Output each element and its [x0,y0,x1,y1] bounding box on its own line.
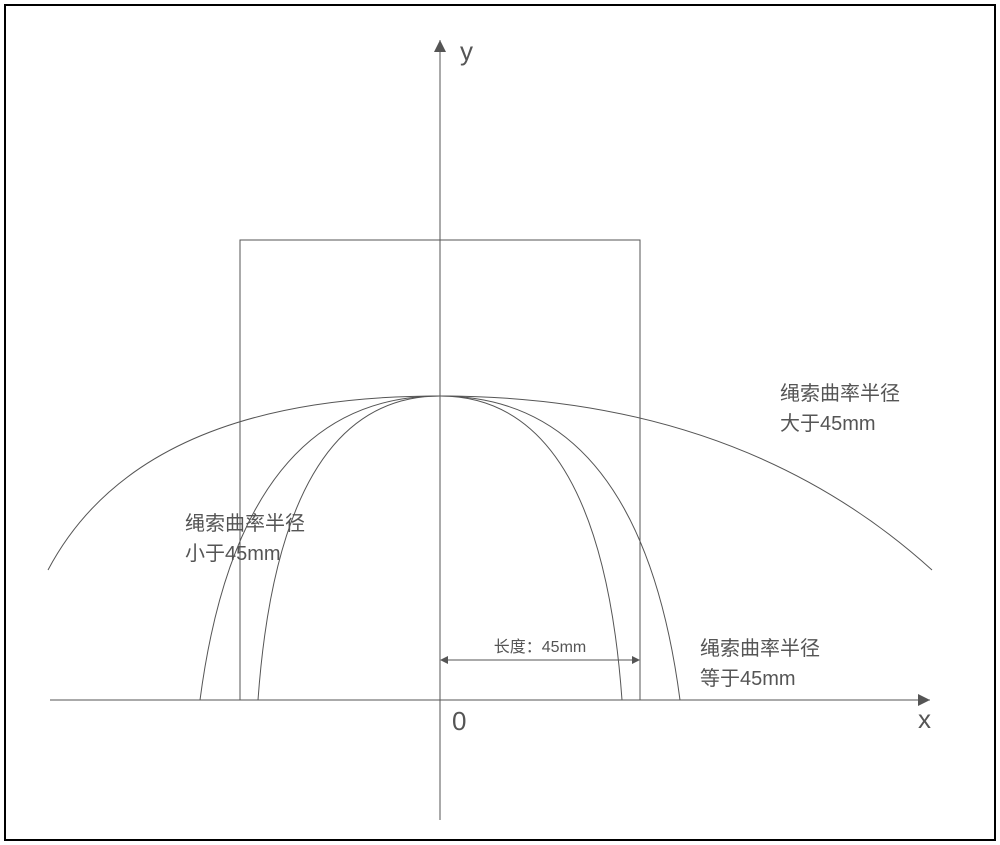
label-small-radius-line1: 绳索曲率半径 [185,512,305,535]
y-axis-arrow-icon [434,40,446,52]
diagram-canvas: yx0长度：45mm绳索曲率半径大于45mm绳索曲率半径等于45mm绳索曲率半径… [0,0,1000,845]
label-large-radius-line2: 大于45mm [780,412,876,435]
dimension-arrow-left-icon [440,656,448,664]
dimension-arrow-right-icon [632,656,640,664]
x-axis-label: x [918,704,931,734]
label-equal-radius-line2: 等于45mm [700,667,796,690]
label-equal-radius-line1: 绳索曲率半径 [700,637,820,660]
label-large-radius-line1: 绳索曲率半径 [780,382,900,405]
dimension-label: 长度：45mm [494,638,586,656]
label-small-radius-line2: 小于45mm [185,542,281,565]
origin-label: 0 [452,706,466,736]
y-axis-label: y [460,36,473,66]
